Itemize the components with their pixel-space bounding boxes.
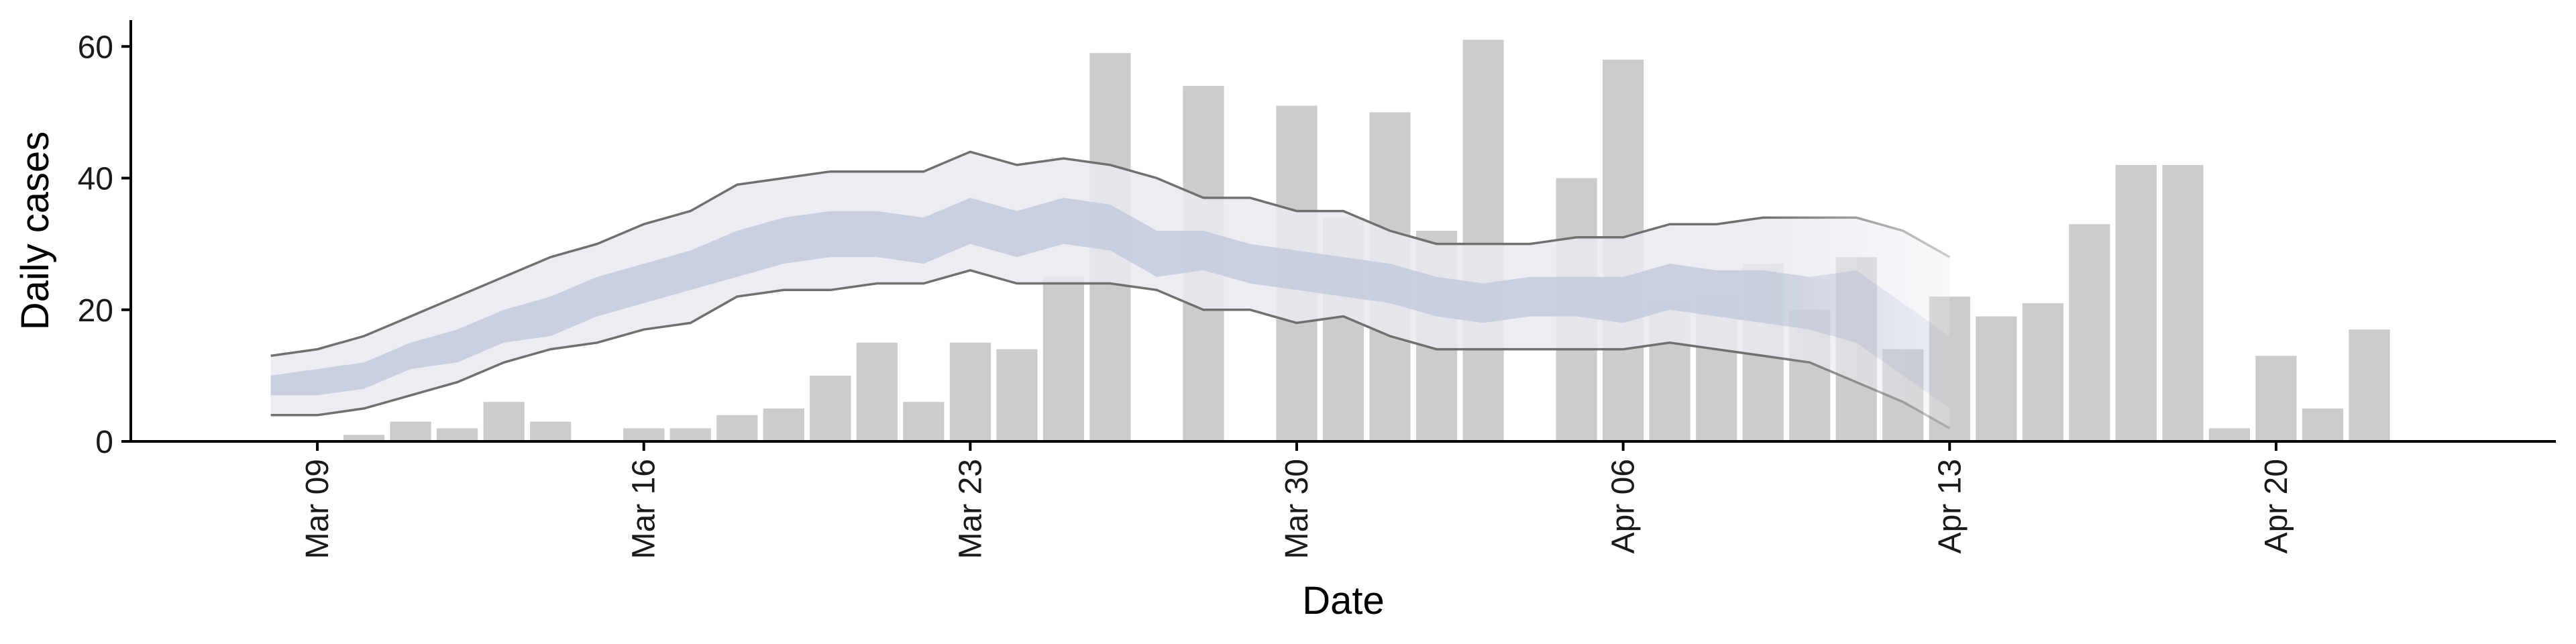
y-tick-label: 0 — [95, 425, 113, 460]
y-axis-title: Daily cases — [13, 131, 57, 331]
lower-bound-line — [270, 269, 1951, 429]
bar-2020-03-18 — [716, 415, 758, 442]
bar-2020-04-22 — [2349, 329, 2390, 441]
x-tick-label: Mar 23 — [953, 459, 988, 559]
bar-2020-03-20 — [810, 375, 851, 441]
bar-2020-04-15 — [2022, 303, 2063, 441]
bar-2020-03-19 — [763, 408, 804, 441]
nowcast-bands — [270, 150, 1951, 429]
bar-2020-03-24 — [996, 349, 1038, 441]
bar-2020-04-16 — [2069, 224, 2110, 441]
bar-2020-03-14 — [530, 421, 572, 441]
bar-2020-04-17 — [2115, 164, 2157, 441]
bar-2020-04-19 — [2208, 428, 2250, 441]
bar-2020-03-10 — [343, 435, 385, 441]
y-tick-label: 60 — [78, 30, 113, 65]
bar-2020-03-25 — [1042, 276, 1084, 441]
bar-2020-03-22 — [903, 402, 945, 441]
bar-2020-03-16 — [623, 428, 665, 441]
inner-uncertainty-band — [270, 197, 1950, 409]
bar-2020-04-20 — [2255, 356, 2297, 441]
bar-2020-04-18 — [2162, 164, 2204, 441]
bar-2020-04-03 — [1462, 40, 1504, 441]
x-tick-label: Apr 06 — [1606, 459, 1642, 553]
x-tick-label: Apr 20 — [2259, 459, 2294, 553]
x-tick-label: Mar 30 — [1279, 459, 1315, 559]
bar-2020-03-12 — [437, 428, 478, 441]
bar-2020-03-13 — [483, 402, 525, 441]
x-tick-label: Apr 13 — [1932, 459, 1968, 553]
x-tick-label: Mar 09 — [300, 459, 335, 559]
outer-uncertainty-band — [270, 152, 1950, 429]
bar-2020-03-21 — [856, 342, 898, 441]
y-tick-label: 40 — [78, 162, 113, 197]
bar-2020-04-21 — [2302, 408, 2343, 441]
x-tick-label: Mar 16 — [627, 459, 662, 559]
y-tick-label: 20 — [78, 293, 113, 329]
bar-2020-03-11 — [390, 421, 431, 441]
x-axis-title: Date — [1302, 579, 1385, 623]
bar-2020-03-17 — [669, 428, 711, 441]
bar-2020-04-14 — [1976, 316, 2017, 441]
x-axis-ticks: Mar 09 Mar 16 Mar 23 Mar 30 Apr 06 Apr 13 Apr … — [300, 441, 2294, 559]
upper-bound-line — [270, 150, 1951, 358]
bar-2020-03-23 — [949, 342, 991, 441]
y-axis-ticks: 0 20 40 60 — [78, 30, 131, 460]
